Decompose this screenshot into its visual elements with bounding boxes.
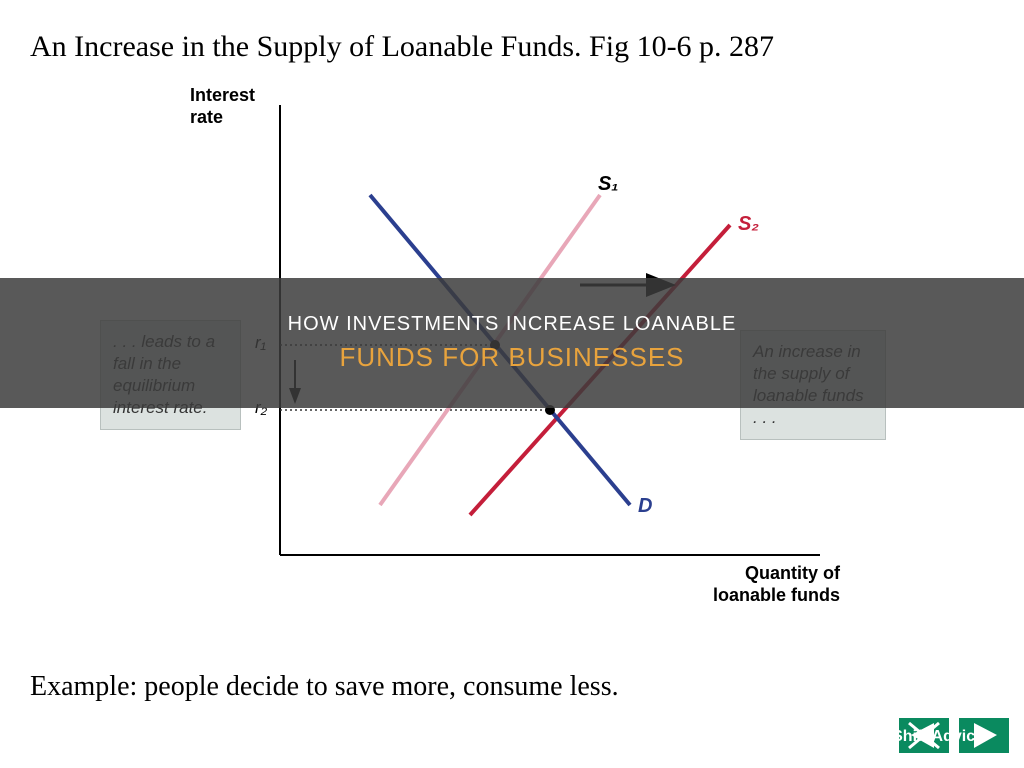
overlay-line1: HOW INVESTMENTS INCREASE LOANABLE [288,313,737,336]
example-text: Example: people decide to save more, con… [30,671,619,703]
page-title: An Increase in the Supply of Loanable Fu… [30,30,774,64]
x-axis-label: Quantity of loanable funds [680,563,840,606]
label-d: D [638,495,652,518]
label-s2: S₂ [738,213,759,236]
label-s1: S₁ [598,173,618,196]
logo-text: Shift Advice [892,728,984,746]
overlay-line2: FUNDS FOR BUSINESSES [339,342,684,373]
overlay-banner: HOW INVESTMENTS INCREASE LOANABLE FUNDS … [0,278,1024,408]
y-axis-label: Interest rate [190,85,270,128]
